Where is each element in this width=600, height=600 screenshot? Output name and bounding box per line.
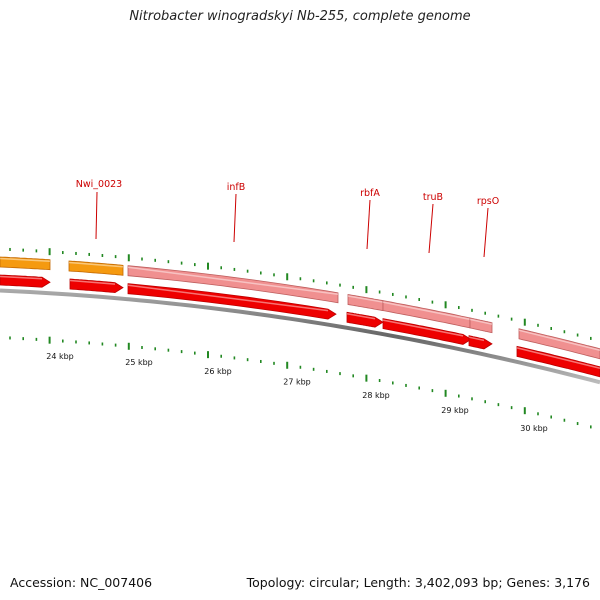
gene-label-0: Nwi_0023 xyxy=(76,179,122,190)
gene-labels: Nwi_0023 infB rbfA truB rpsO xyxy=(76,179,499,258)
gene-label-3: truB xyxy=(423,192,443,203)
cds-forward-6-highlight xyxy=(516,347,600,370)
upper-tick-ring xyxy=(9,247,592,340)
cds-light-0-highlight xyxy=(127,266,339,296)
orange-gene-0 xyxy=(0,256,51,271)
scale-label-1: 25 kbp xyxy=(125,358,153,367)
cds-light-0 xyxy=(127,265,339,304)
accession-text: Accession: NC_007406 xyxy=(10,575,153,590)
scale-label-0: 24 kbp xyxy=(46,352,74,361)
lower-tick-ring xyxy=(9,336,592,429)
gene-label-1: infB xyxy=(227,182,246,193)
cds-light-3-highlight xyxy=(469,318,493,325)
gene-leader-0 xyxy=(95,191,98,240)
cds-forward-1 xyxy=(69,278,124,294)
orange-gene-1-highlight xyxy=(68,261,124,268)
orange-gene-0-highlight xyxy=(0,257,51,262)
genome-backbone xyxy=(0,288,600,385)
cds-light-1-highlight xyxy=(347,295,384,303)
genome-title: Nitrobacter winogradskyi Nb-255, complet… xyxy=(129,9,471,24)
scale-label-3: 27 kbp xyxy=(283,378,311,387)
gene-leader-3 xyxy=(428,203,434,254)
cds-forward-2 xyxy=(127,283,337,320)
scale-labels: 24 kbp 25 kbp 26 kbp 27 kbp 28 kbp 29 kbp 30 k… xyxy=(46,352,548,433)
feature-tracks xyxy=(0,256,600,385)
scale-label-4: 28 kbp xyxy=(362,391,390,400)
cds-forward-5 xyxy=(468,335,493,350)
cds-forward-3 xyxy=(346,311,384,328)
cds-light-2-highlight xyxy=(382,301,471,321)
cds-forward-1-highlight xyxy=(69,279,116,285)
gene-label-4: rpsO xyxy=(477,196,499,207)
orange-gene-1 xyxy=(68,260,124,276)
cds-forward-4 xyxy=(382,318,472,345)
gene-label-2: rbfA xyxy=(360,188,380,199)
topology-text: Topology: circular; Length: 3,402,093 bp… xyxy=(246,575,590,590)
scale-label-6: 30 kbp xyxy=(520,424,548,433)
cds-forward-0 xyxy=(0,274,51,288)
scale-label-5: 29 kbp xyxy=(441,406,469,415)
cds-forward-6 xyxy=(516,345,600,378)
scale-label-2: 26 kbp xyxy=(204,367,232,376)
cds-forward-5-highlight xyxy=(468,336,485,342)
cds-forward-0-highlight xyxy=(0,275,43,280)
cds-forward-3-highlight xyxy=(346,313,376,320)
cds-light-3 xyxy=(469,317,493,334)
cds-light-4 xyxy=(518,328,600,360)
gene-leader-1 xyxy=(233,193,237,243)
gene-leader-2 xyxy=(366,199,371,250)
cds-light-4-highlight xyxy=(518,329,600,352)
gene-leader-4 xyxy=(483,207,489,258)
cds-forward-4-highlight xyxy=(382,319,464,337)
cds-forward-2-highlight xyxy=(127,284,329,312)
